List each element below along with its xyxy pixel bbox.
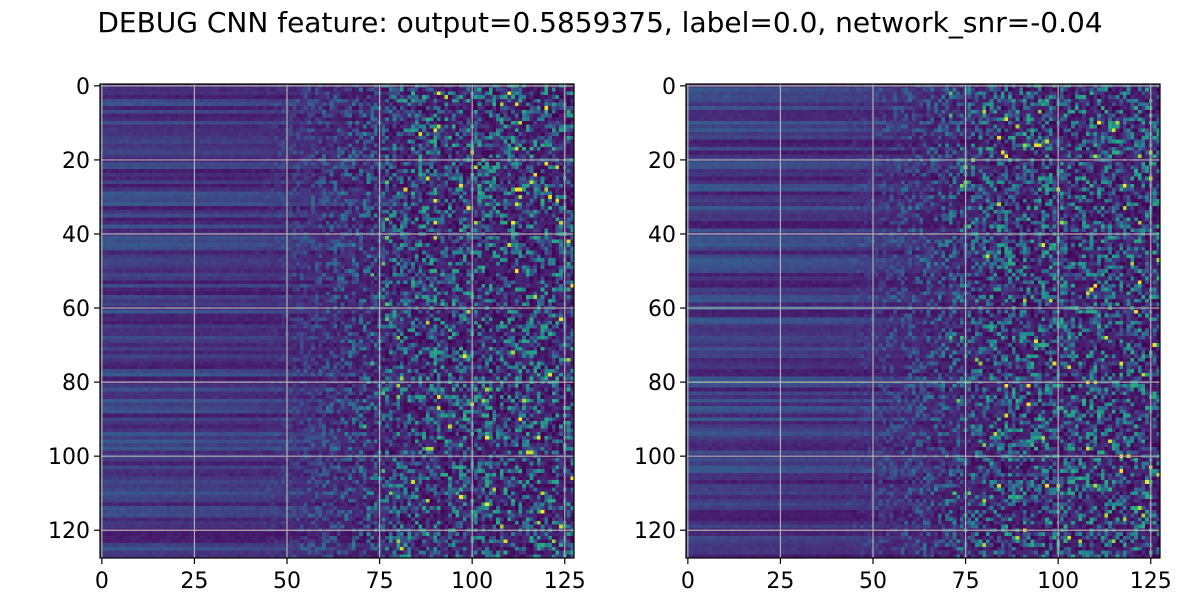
grid-lines (686, 84, 1160, 558)
y-tick-label: 120 (48, 519, 90, 544)
x-tick-label: 50 (859, 569, 887, 594)
y-tick-label: 20 (62, 149, 90, 174)
x-tick-label: 100 (1037, 569, 1079, 594)
axes-frame (99, 83, 575, 559)
y-tick-label: 40 (648, 223, 676, 248)
heatmap-image (100, 84, 574, 558)
y-tick-label: 80 (62, 371, 90, 396)
y-tick-label: 0 (76, 75, 90, 100)
x-tick-label: 125 (1130, 569, 1172, 594)
y-tick-label: 120 (634, 519, 676, 544)
y-tick-label: 40 (62, 223, 90, 248)
y-tick-label: 60 (62, 297, 90, 322)
y-tick-label: 100 (48, 445, 90, 470)
figure-title: DEBUG CNN feature: output=0.5859375, lab… (97, 6, 1103, 39)
x-tick-label: 75 (366, 569, 394, 594)
x-tick-label: 0 (95, 569, 109, 594)
heatmap-panel-left: 0 25 50 75 100 125 0 20 40 60 80 100 120 (48, 75, 586, 594)
x-tick-label: 25 (766, 569, 794, 594)
x-tick-label: 50 (273, 569, 301, 594)
heatmap-image (686, 84, 1160, 558)
x-tick-label: 25 (180, 569, 208, 594)
heatmap-panel-right: 0 25 50 75 100 125 0 20 40 60 80 100 120 (634, 75, 1172, 594)
x-tick-label: 75 (952, 569, 980, 594)
y-tick-label: 0 (662, 75, 676, 100)
y-tick-label: 80 (648, 371, 676, 396)
y-tick-label: 60 (648, 297, 676, 322)
x-tick-label: 0 (681, 569, 695, 594)
axes-frame (685, 83, 1161, 559)
y-tick-label: 100 (634, 445, 676, 470)
y-tick-label: 20 (648, 149, 676, 174)
x-tick-label: 100 (451, 569, 493, 594)
x-tick-label: 125 (544, 569, 586, 594)
grid-lines (100, 84, 574, 558)
